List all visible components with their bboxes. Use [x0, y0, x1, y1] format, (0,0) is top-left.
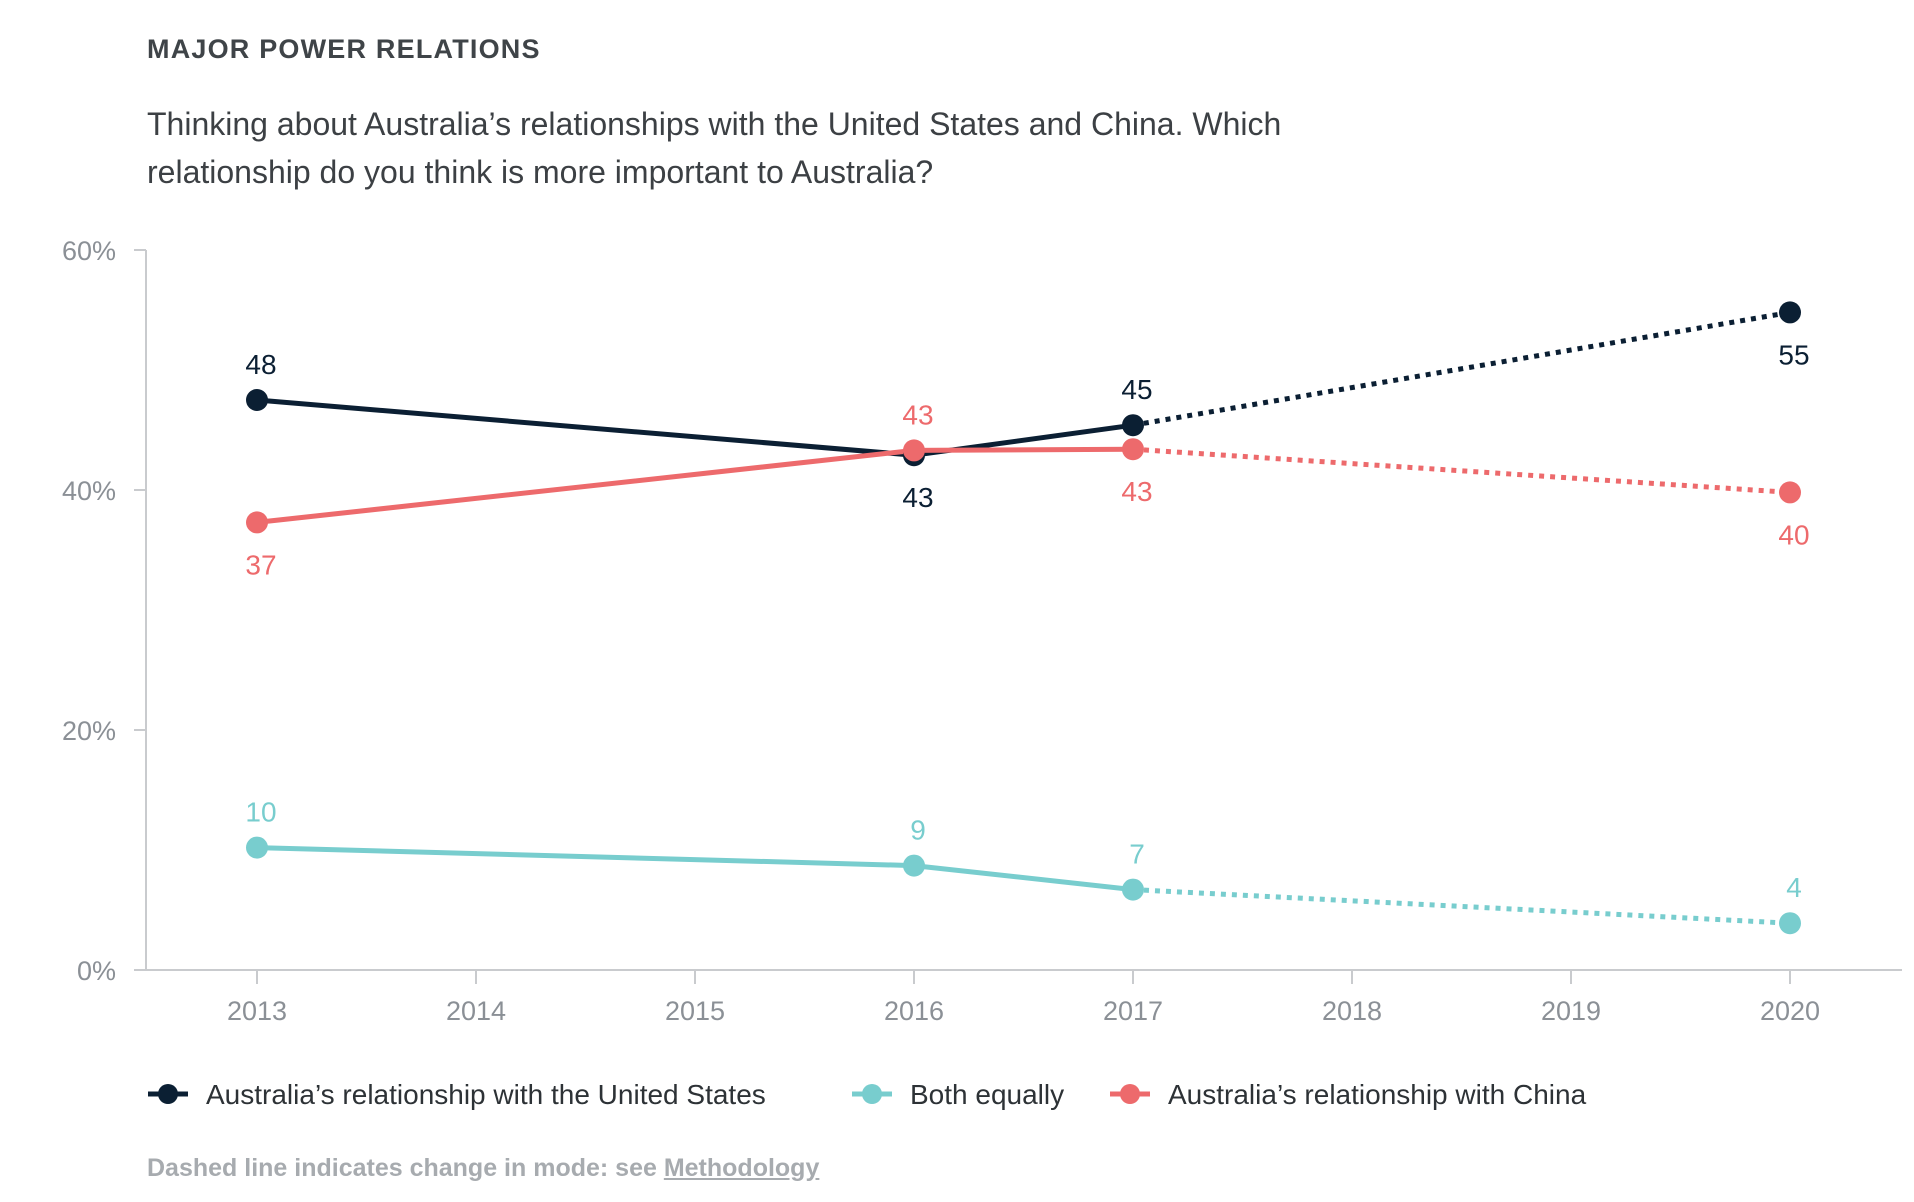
data-label: 55 — [1778, 339, 1809, 370]
data-label: 9 — [910, 815, 926, 846]
legend-swatch-marker — [158, 1084, 178, 1104]
data-label: 10 — [245, 797, 276, 828]
data-point[interactable] — [1779, 481, 1801, 504]
y-tick-label: 40% — [62, 476, 116, 506]
y-tick-label: 60% — [62, 236, 116, 266]
x-tick-label: 2013 — [227, 996, 287, 1026]
data-label: 7 — [1129, 839, 1145, 870]
data-point[interactable] — [1779, 301, 1801, 324]
y-tick-label: 0% — [77, 956, 116, 986]
footnote: Dashed line indicates change in mode: se… — [147, 1154, 819, 1183]
methodology-link[interactable]: Methodology — [663, 1154, 820, 1182]
x-tick-label: 2018 — [1322, 996, 1382, 1026]
data-label: 37 — [245, 549, 276, 580]
x-tick-label: 2016 — [884, 996, 944, 1026]
legend-label[interactable]: Both equally — [910, 1079, 1064, 1110]
data-label: 4 — [1786, 872, 1802, 903]
series-line-solid — [254, 845, 1136, 893]
data-point[interactable] — [903, 854, 925, 877]
series-line-dashed — [1132, 309, 1791, 428]
series-line-solid — [254, 397, 1136, 458]
data-point[interactable] — [903, 439, 925, 462]
x-tick-label: 2014 — [446, 996, 506, 1026]
line-chart: 0% 20% 40% 60% 2013 2014 2015 2016 2017 2018 2019 2… — [62, 236, 1902, 1110]
data-point[interactable] — [1779, 912, 1801, 935]
data-label: 48 — [245, 349, 276, 380]
legend-label[interactable]: Australia’s relationship with the United… — [206, 1079, 766, 1110]
x-tick-label: 2015 — [665, 996, 725, 1026]
data-label: 43 — [1121, 476, 1152, 507]
data-label: 43 — [902, 482, 933, 513]
x-tick-label: 2019 — [1541, 996, 1601, 1026]
legend-swatch-marker — [862, 1084, 882, 1104]
data-label: 45 — [1121, 374, 1152, 405]
series-line-solid — [254, 446, 1136, 525]
x-tick-label: 2020 — [1760, 996, 1820, 1026]
data-point[interactable] — [1122, 878, 1144, 901]
data-point[interactable] — [1122, 414, 1144, 437]
data-label: 43 — [902, 399, 933, 430]
chart-question: Thinking about Australia’s relationships… — [147, 106, 1282, 190]
y-tick-label: 20% — [62, 716, 116, 746]
data-label: 40 — [1778, 519, 1809, 550]
data-point[interactable] — [246, 389, 268, 411]
series-line-dashed — [1132, 446, 1791, 495]
data-point[interactable] — [246, 836, 268, 859]
series-line-dashed — [1132, 887, 1791, 926]
legend-swatch-marker — [1120, 1084, 1140, 1104]
chart-kicker: MAJOR POWER RELATIONS — [147, 34, 541, 64]
x-tick-label: 2017 — [1103, 996, 1163, 1026]
data-point[interactable] — [1122, 438, 1144, 461]
footnote-text: Dashed line indicates change in mode: se… — [147, 1154, 664, 1182]
data-point[interactable] — [246, 511, 268, 534]
legend-label[interactable]: Australia’s relationship with China — [1168, 1079, 1587, 1110]
